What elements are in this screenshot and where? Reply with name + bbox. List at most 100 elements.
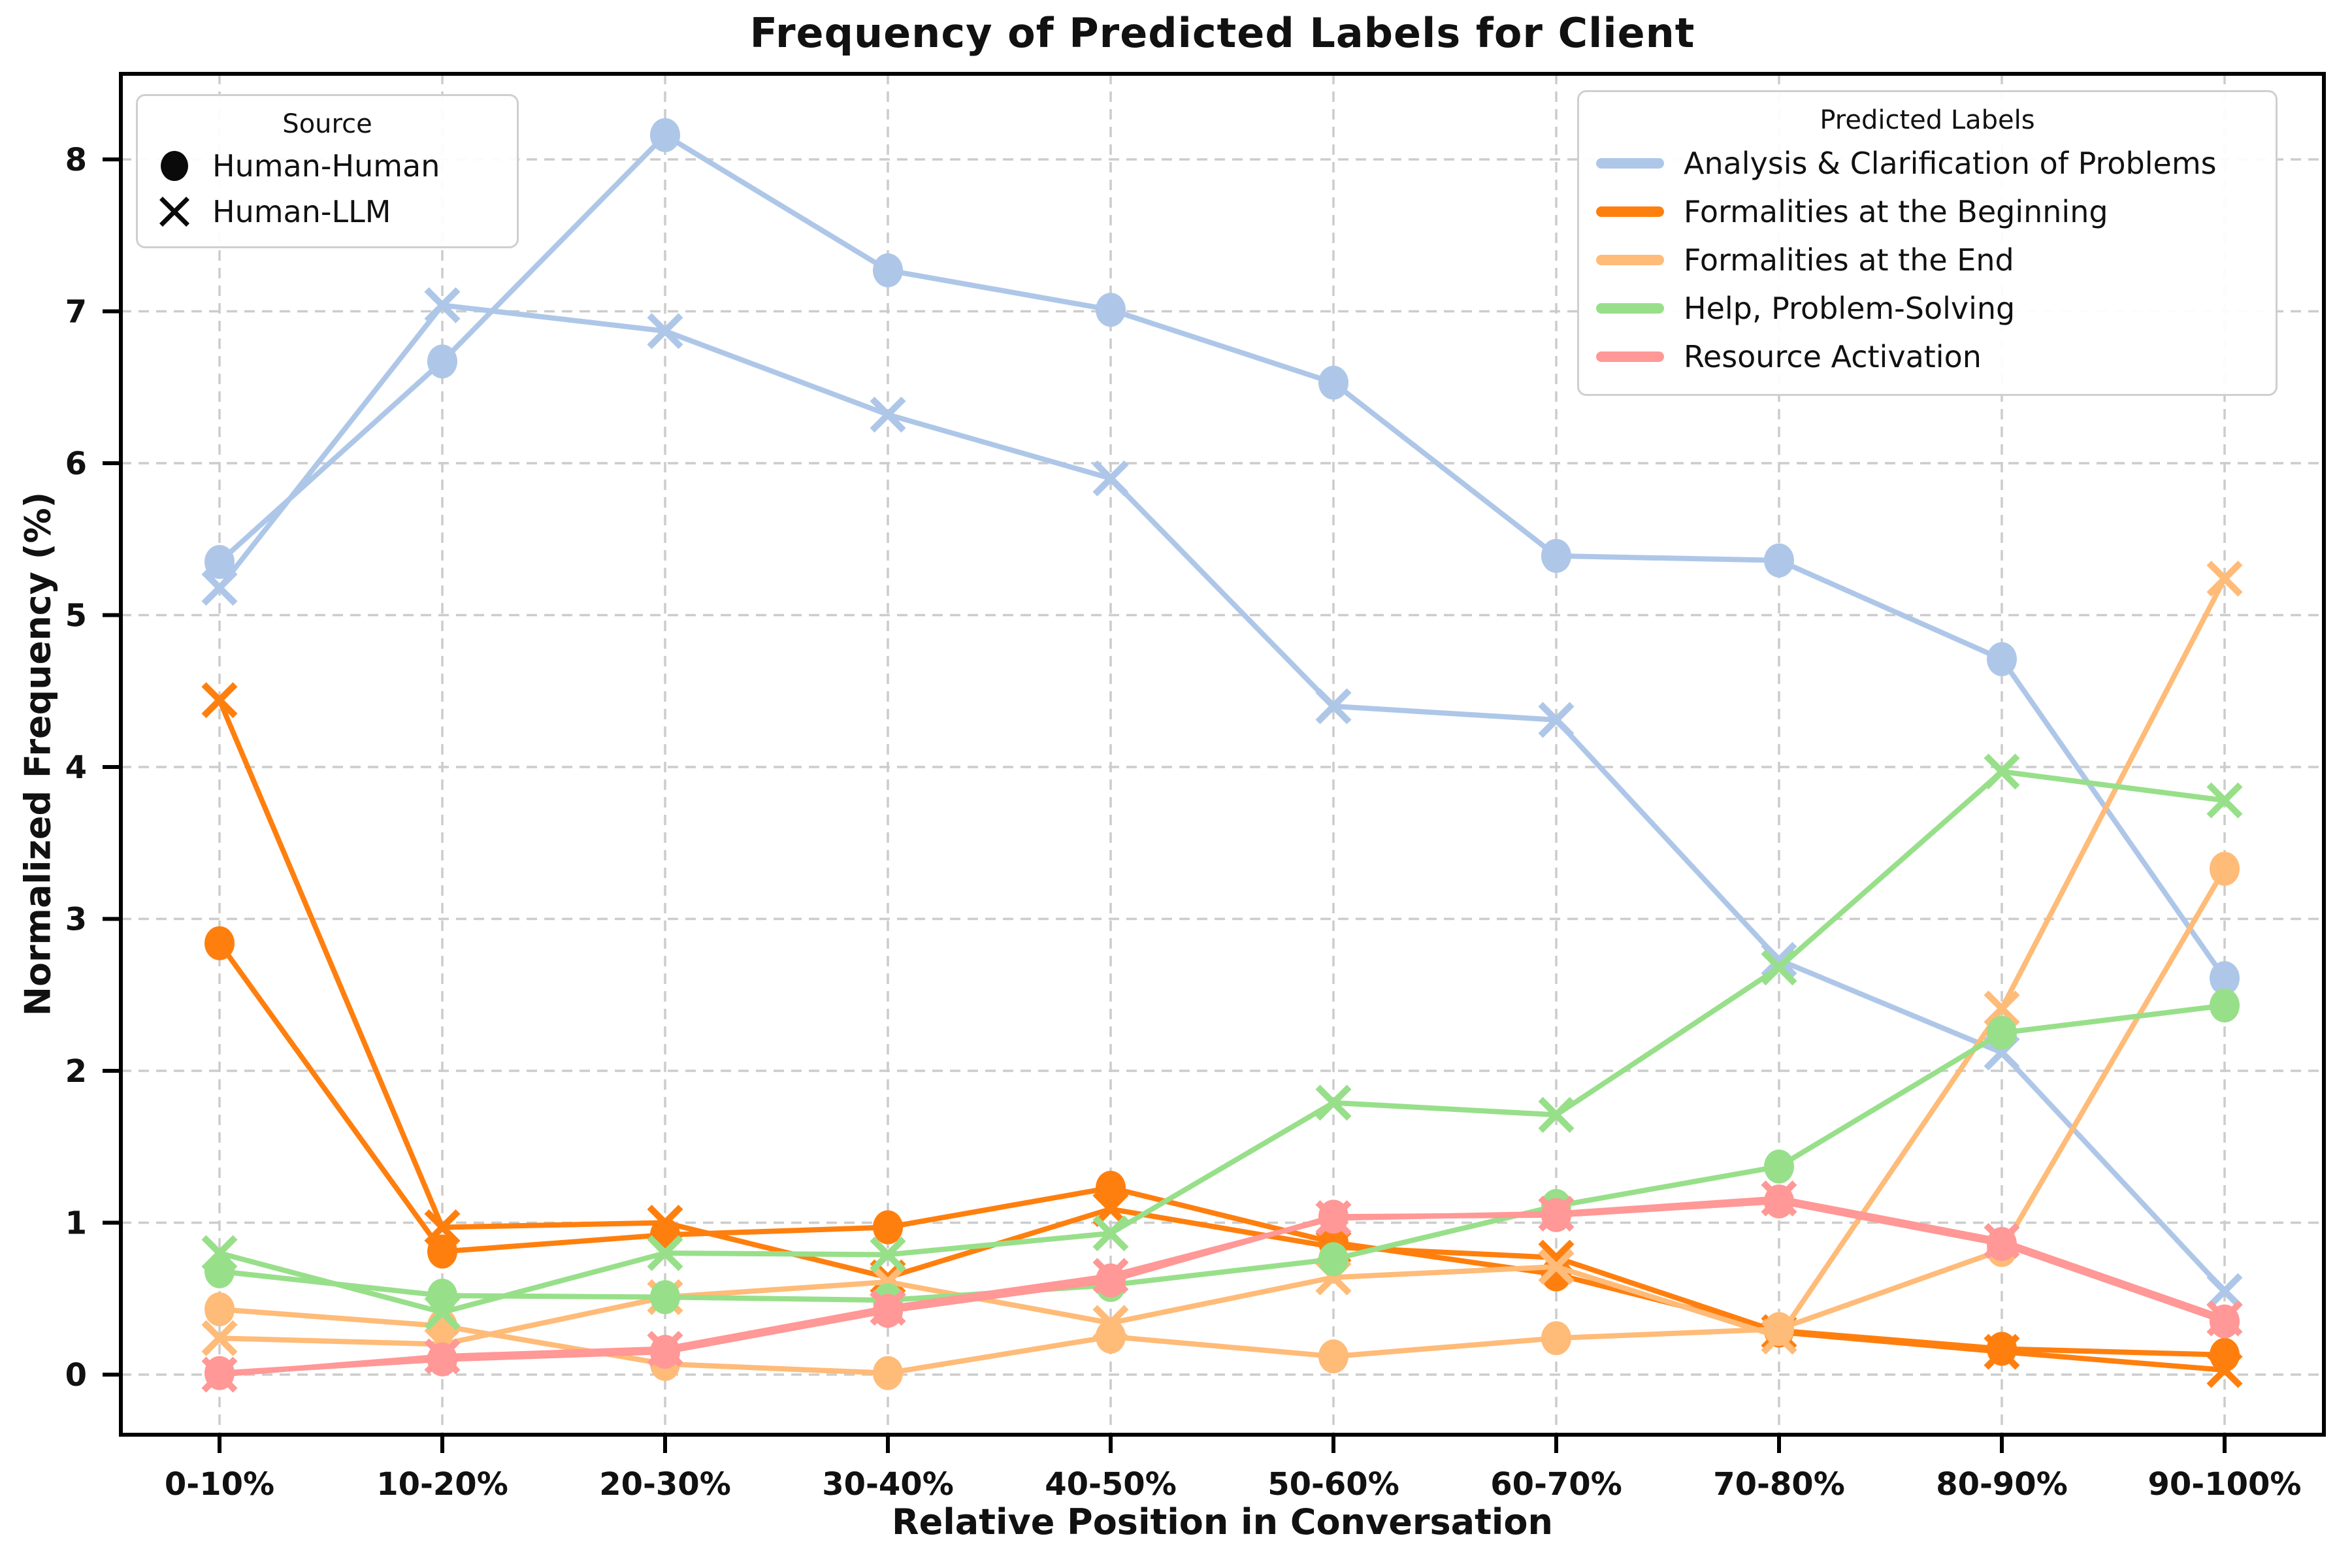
legend-source: Source Human-Human Human-LLM: [136, 94, 519, 248]
data-point: [647, 1204, 683, 1241]
x-tick-label: 0-10%: [165, 1466, 274, 1503]
legend-label-item-label: Formalities at the Beginning: [1684, 194, 2108, 229]
legend-source-title: Source: [282, 109, 372, 139]
y-tick-label: 4: [65, 749, 87, 786]
data-point: [873, 1210, 903, 1245]
x-tick-label: 30-40%: [822, 1466, 954, 1503]
data-point: [204, 926, 235, 960]
data-point: [427, 1234, 457, 1269]
x-tick-label: 40-50%: [1045, 1466, 1177, 1503]
series-line: [219, 1003, 2225, 1303]
data-point: [424, 287, 461, 323]
data-point: [1315, 688, 1352, 725]
series-9: [201, 1180, 2243, 1393]
data-point: [201, 1356, 238, 1393]
data-point: [870, 1236, 906, 1273]
data-point: [1318, 365, 1348, 400]
series-line: [219, 577, 2227, 1347]
y-tick-label: 5: [65, 598, 87, 634]
data-point: [1541, 1321, 1571, 1356]
series-line: [218, 768, 2225, 1315]
x-tick-label: 80-90%: [1936, 1466, 2068, 1503]
data-point: [1984, 1333, 2020, 1370]
legend-source-item: Human-LLM: [150, 189, 505, 235]
legend-labels-title: Predicted Labels: [1820, 105, 2035, 135]
data-point: [1761, 1180, 1797, 1217]
data-point: [1092, 460, 1129, 497]
legend-label-item: Resource Activation: [1592, 333, 2262, 381]
data-point: [647, 313, 683, 350]
data-point: [1764, 1149, 1794, 1184]
legend-label-item: Help, Problem-Solving: [1592, 284, 2262, 333]
data-point: [2210, 961, 2240, 996]
series-line: [217, 302, 2227, 1293]
data-point: [1761, 949, 1797, 986]
series-6: [204, 988, 2240, 1318]
data-point: [647, 1235, 683, 1271]
x-tick-label: 10-20%: [376, 1466, 508, 1503]
series-2: [204, 926, 2240, 1372]
data-point: [1764, 1312, 1794, 1347]
data-point: [1987, 1015, 2017, 1050]
data-point: [424, 1294, 461, 1331]
legend-source-item: Human-Human: [150, 143, 505, 189]
data-point: [873, 1356, 903, 1390]
data-point: [870, 397, 906, 433]
series-5: [201, 561, 2243, 1363]
data-point: [1318, 1339, 1348, 1374]
data-point: [1092, 1215, 1129, 1252]
series-4: [204, 851, 2240, 1390]
data-point: [2206, 561, 2243, 597]
data-point: [2210, 851, 2240, 886]
data-point: [1538, 1249, 1575, 1285]
ticks: [103, 157, 2227, 1453]
series-7: [201, 753, 2243, 1331]
series-color-swatch: [1596, 255, 1664, 265]
series-color-swatch: [1596, 158, 1664, 169]
data-point: [201, 1235, 238, 1271]
y-tick-label: 2: [65, 1053, 87, 1090]
data-point: [1092, 1258, 1129, 1294]
series-line: [218, 132, 2227, 980]
legend-predicted-labels: Predicted Labels Analysis & Clarificatio…: [1577, 90, 2278, 396]
series-line: [219, 1196, 2226, 1377]
data-point: [1096, 1171, 1126, 1205]
data-point: [2206, 782, 2243, 819]
data-point: [1987, 642, 2017, 676]
data-point: [2210, 988, 2240, 1023]
x-axis-label: Relative Position in Conversation: [892, 1501, 1553, 1543]
data-point: [1541, 538, 1571, 573]
source-marker-icon: [156, 193, 193, 230]
data-point: [650, 118, 680, 152]
y-tick-label: 0: [65, 1357, 87, 1394]
data-point: [1538, 1096, 1575, 1133]
data-point: [1761, 1318, 1797, 1355]
y-axis-label: Normalized Frequency (%): [17, 491, 59, 1017]
data-point: [650, 1280, 680, 1315]
data-point: [204, 545, 235, 580]
series-color-swatch: [1596, 206, 1664, 217]
data-point: [1096, 293, 1126, 327]
legend-source-item-label: Human-Human: [212, 148, 440, 184]
data-point: [870, 1290, 906, 1326]
series-line: [217, 699, 2225, 1373]
data-point: [2206, 1352, 2243, 1388]
series-line: [219, 867, 2227, 1376]
y-tick-label: 1: [65, 1205, 87, 1242]
data-point: [201, 1320, 238, 1356]
data-point: [201, 682, 238, 719]
series-1: [201, 287, 2243, 1309]
data-point: [424, 1338, 461, 1375]
chart-title: Frequency of Predicted Labels for Client: [749, 9, 1695, 57]
x-tick-label: 50-60%: [1267, 1466, 1399, 1503]
series-color-swatch: [1596, 351, 1664, 362]
data-point: [1984, 753, 2020, 790]
legend-label-item-label: Formalities at the End: [1684, 242, 2014, 278]
data-point: [201, 570, 238, 606]
data-point: [424, 1209, 461, 1246]
y-tick-label: 6: [65, 446, 87, 482]
x-tick-label: 60-70%: [1490, 1466, 1622, 1503]
data-point: [1315, 1200, 1352, 1237]
tick-labels: 0-10% 10-20% 20-30% 30-40% 40-50% 50-60% 60-70…: [65, 142, 2302, 1503]
data-point: [2206, 1273, 2243, 1309]
